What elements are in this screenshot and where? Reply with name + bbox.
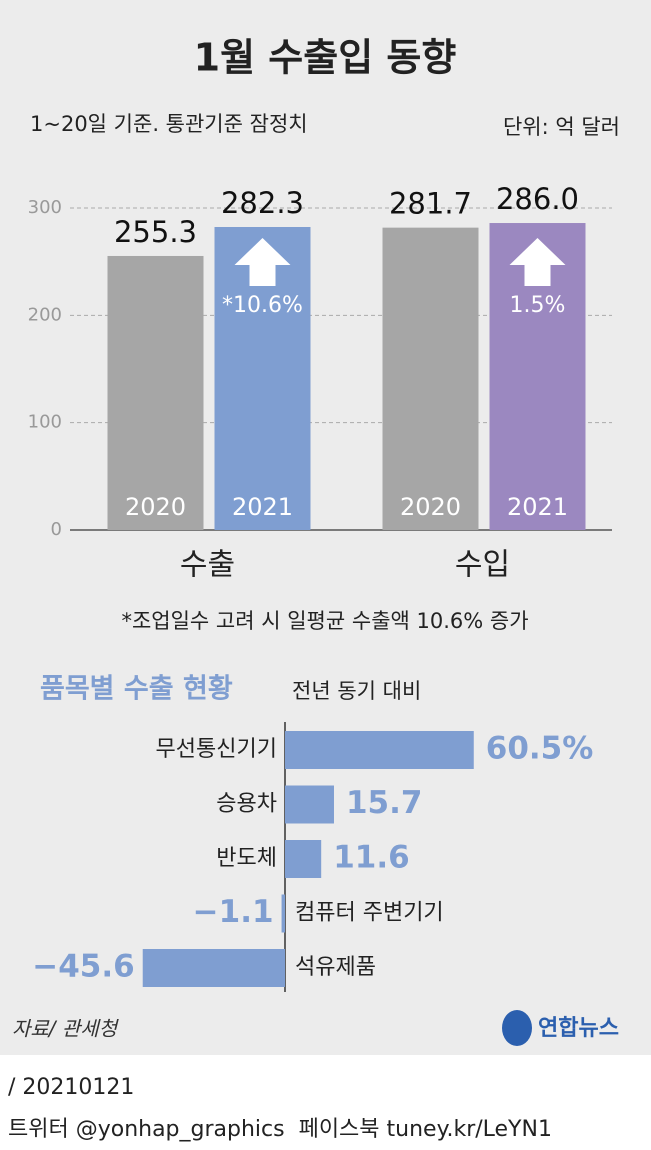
bar xyxy=(285,731,474,769)
logo-text: 연합뉴스 xyxy=(538,1015,619,1041)
value-label: 282.3 xyxy=(221,186,304,220)
bar xyxy=(285,785,334,824)
chart-subtitle: 1~20일 기준. 통관기준 잠정치 xyxy=(30,112,308,136)
bar xyxy=(382,227,479,530)
category-label: 석유제품 xyxy=(295,955,376,980)
bar xyxy=(285,840,322,878)
category-label: 반도체 xyxy=(216,846,277,871)
value-label: −1.1 xyxy=(193,894,274,930)
value-label: 11.6 xyxy=(333,840,410,876)
arrow xyxy=(234,238,291,286)
bar xyxy=(281,894,285,933)
section-subtitle: 전년 동기 대비 xyxy=(292,679,421,703)
y-tick-label: 200 xyxy=(28,304,62,325)
unit-label: 단위: 억 달러 xyxy=(503,115,620,139)
section-title: 품목별 수출 현황 xyxy=(40,674,233,705)
category-label: 컴퓨터 주변기기 xyxy=(295,901,444,926)
series-label: 2021 xyxy=(507,493,568,521)
logo: 연합뉴스 xyxy=(502,1010,619,1046)
value-label: 255.3 xyxy=(114,215,197,249)
bar xyxy=(107,255,204,530)
series-label: 2020 xyxy=(125,493,186,521)
category-label: 승용차 xyxy=(216,792,277,817)
date: / 20210121 xyxy=(8,1075,134,1100)
value-label: 15.7 xyxy=(346,785,423,821)
change-label: 1.5% xyxy=(510,293,566,318)
change-label: *10.6% xyxy=(222,293,303,318)
bar xyxy=(142,949,285,987)
series-label: 2020 xyxy=(400,493,461,521)
series-label: 2021 xyxy=(232,493,293,521)
y-tick-label: 100 xyxy=(28,412,62,433)
y-tick-label: 0 xyxy=(51,519,62,540)
y-tick-label: 300 xyxy=(28,197,62,218)
value-label: 60.5% xyxy=(486,731,594,767)
chart-title: 1월 수출입 동향 xyxy=(194,36,457,80)
arrow xyxy=(509,238,566,286)
value-label: 286.0 xyxy=(496,182,579,216)
source: 자료/ 관세청 xyxy=(12,1017,120,1041)
footer: 트위터 @yonhap_graphics 페이스북 tuney.kr/LeYN1 xyxy=(8,1117,552,1142)
x-tick-label: 수출 xyxy=(180,548,235,583)
footnote: *조업일수 고려 시 일평균 수출액 10.6% 증가 xyxy=(121,609,528,633)
logo-mark xyxy=(502,1010,532,1046)
value-label: −45.6 xyxy=(32,949,134,985)
category-label: 무선통신기기 xyxy=(156,737,277,762)
x-tick-label: 수입 xyxy=(455,548,510,583)
value-label: 281.7 xyxy=(389,187,472,221)
